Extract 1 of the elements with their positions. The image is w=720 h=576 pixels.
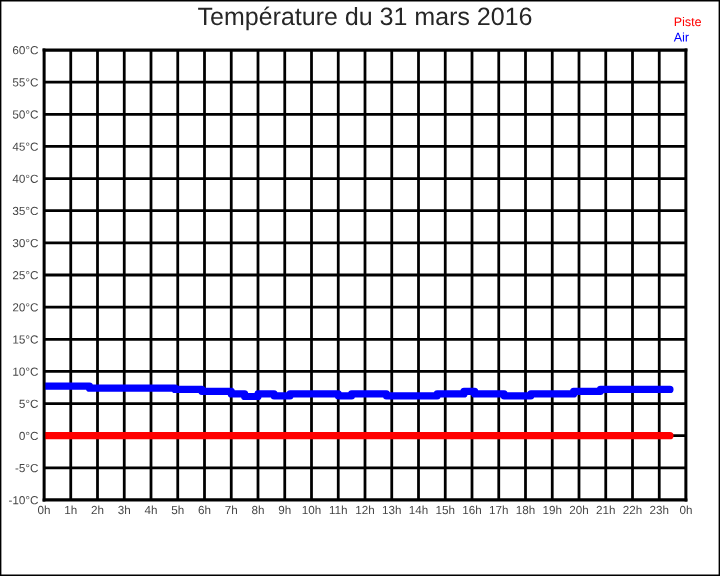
chart-title: Température du 31 mars 2016 — [198, 6, 532, 31]
